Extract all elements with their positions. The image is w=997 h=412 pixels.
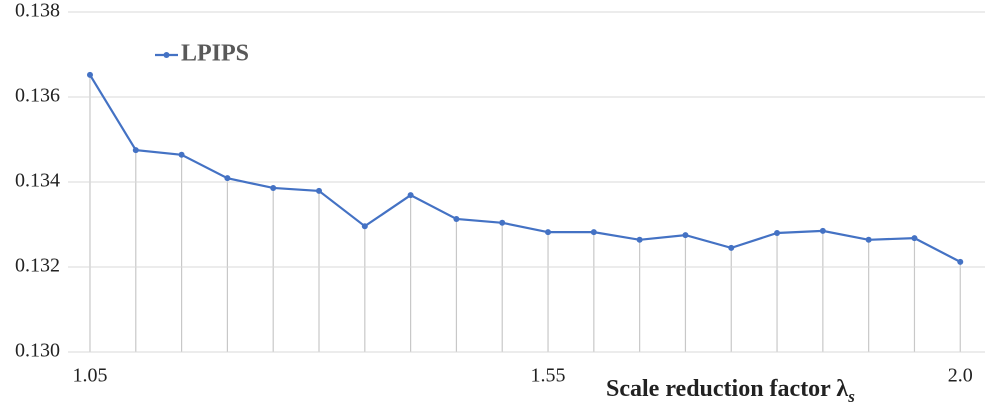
point [957, 258, 964, 265]
point [132, 147, 139, 154]
y-tick-label: 0.130 [15, 340, 60, 362]
x-tick-label: 2.0 [948, 365, 973, 387]
x-tick-label: 1.55 [531, 365, 566, 387]
legend-label: LPIPS [181, 41, 249, 67]
point [728, 244, 735, 251]
point [270, 184, 277, 191]
point [911, 235, 918, 242]
y-tick-label: 0.138 [15, 0, 60, 22]
point [86, 71, 93, 78]
line [89, 74, 961, 263]
point [636, 236, 643, 243]
point [407, 192, 414, 199]
y-tick-label: 0.136 [15, 85, 60, 107]
point [316, 187, 323, 194]
point [682, 232, 689, 239]
x-axis-label-main: Scale reduction factor λ [606, 376, 848, 402]
y-tick-label: 0.134 [15, 170, 60, 192]
point [590, 229, 597, 236]
y-tick-label: 0.132 [15, 255, 60, 277]
point [865, 236, 872, 243]
point [361, 223, 368, 230]
x-tick-label: 1.05 [72, 365, 107, 387]
series [86, 71, 964, 265]
x-axis-label-subscript: s [847, 387, 855, 406]
legend-marker [163, 52, 170, 58]
point [224, 175, 231, 182]
point [819, 227, 826, 234]
point [545, 229, 552, 236]
point [774, 230, 781, 236]
point [178, 151, 185, 158]
point [499, 219, 506, 226]
point [453, 215, 460, 222]
x-axis-label: Scale reduction factor λs [606, 376, 855, 406]
